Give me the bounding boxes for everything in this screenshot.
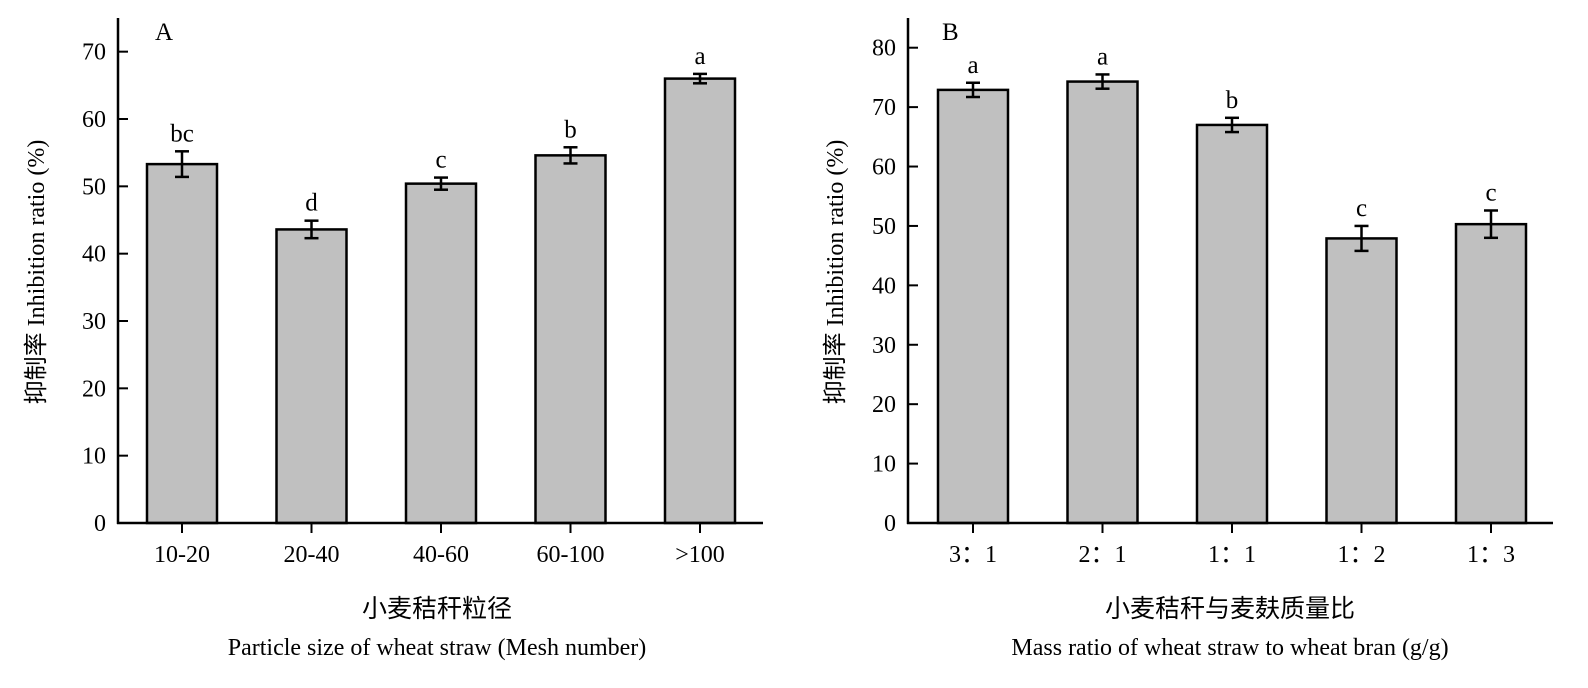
panel-b-significance-label: c: [1356, 195, 1367, 222]
panel-b-significance-labels: a a b c c: [967, 43, 1496, 222]
panel-b-chart: B a a b c c 0 10 20 30 40 50 60 70 80 3：1 2：1 1：1 1：2 1：…: [822, 18, 1553, 661]
panel-a-bar: [275, 228, 348, 525]
panel-b-bars: [936, 80, 1528, 525]
panel-a-x-axis-label-en: Particle size of wheat straw (Mesh numbe…: [228, 635, 647, 661]
panel-b-significance-label: a: [967, 52, 978, 79]
panel-a-significance-labels: bc d c b a: [170, 43, 705, 217]
panel-a-y-tick-label: 30: [82, 309, 106, 335]
panel-a-error-bar: [175, 150, 189, 179]
panel-a-y-tick-label: 60: [82, 107, 106, 133]
panel-b-bar: [936, 88, 1010, 525]
panel-b-error-bar: [1484, 209, 1498, 240]
panel-b-error-bars: [966, 73, 1498, 253]
panel-b-x-tick-label: 2：1: [1079, 542, 1127, 568]
panel-b-bar: [1325, 237, 1398, 525]
panel-a-significance-label: d: [305, 190, 318, 217]
panel-b-y-tick-label: 30: [872, 333, 896, 359]
panel-a-x-tick-label: 60-100: [537, 542, 605, 568]
panel-a-bars: [145, 77, 737, 525]
panel-a-x-tick-label: 40-60: [413, 542, 469, 568]
panel-b-x-tick-label: 1：1: [1208, 542, 1256, 568]
panel-a-significance-label: c: [435, 147, 446, 174]
panel-a-y-tick-label: 10: [82, 444, 106, 470]
panel-a-y-tick-label: 20: [82, 376, 106, 402]
panel-a-x-tick-label: 20-40: [284, 542, 340, 568]
panel-a-error-bar: [693, 72, 707, 85]
panel-a-y-axis-label: 抑制率 Inhibition ratio (%): [23, 140, 50, 405]
panel-a-error-bars: [175, 72, 707, 240]
panel-b-y-axis-label: 抑制率 Inhibition ratio (%): [822, 140, 849, 405]
panel-a-bar: [404, 182, 478, 525]
panel-a-bar: [534, 154, 607, 525]
panel-a-significance-label: a: [694, 43, 705, 70]
panel-b-x-ticks: 3：1 2：1 1：1 1：2 1：3: [949, 523, 1515, 568]
panel-a-label: A: [155, 19, 173, 46]
panel-a-x-tick-label: >100: [675, 542, 725, 568]
panel-b-y-tick-label: 50: [872, 214, 896, 240]
panel-a-y-tick-label: 50: [82, 174, 106, 200]
panel-b-x-axis-label-cn: 小麦秸秆与麦麸质量比: [1105, 595, 1355, 623]
panel-a-y-tick-label: 40: [82, 242, 106, 268]
panel-b-x-tick-label: 1：3: [1467, 542, 1515, 568]
panel-a-y-ticks: 0 10 20 30 40 50 60 70: [82, 40, 128, 537]
panel-a-significance-label: bc: [170, 120, 194, 147]
panel-a-error-bar: [434, 176, 448, 191]
panel-a-y-tick-label: 0: [94, 511, 106, 537]
panel-b-y-tick-label: 80: [872, 36, 896, 62]
panel-a-error-bar: [563, 146, 578, 165]
panel-b-error-bar: [1095, 73, 1110, 90]
panel-b-y-tick-label: 60: [872, 155, 896, 181]
panel-b-error-bar: [966, 81, 980, 99]
panel-b-y-tick-label: 40: [872, 273, 896, 299]
panel-a-x-ticks: 10-20 20-40 40-60 60-100 >100: [154, 523, 725, 568]
panel-b-error-bar: [1354, 224, 1369, 253]
panel-b-error-bar: [1225, 116, 1239, 134]
panel-a-x-axis-label-cn: 小麦秸秆粒径: [362, 595, 512, 623]
panel-b-x-axis-label-en: Mass ratio of wheat straw to wheat bran …: [1011, 635, 1448, 661]
panel-b-bar: [1454, 222, 1528, 525]
panel-a-error-bar: [304, 219, 319, 240]
panel-a-bar: [663, 77, 737, 525]
panel-b-y-tick-label: 0: [884, 511, 896, 537]
panel-a-bar: [145, 162, 219, 525]
panel-b-significance-label: b: [1226, 87, 1239, 114]
panel-b-bar: [1066, 80, 1139, 525]
panel-b-y-tick-label: 70: [872, 95, 896, 121]
panel-a-y-tick-label: 70: [82, 40, 106, 66]
panel-a-x-tick-label: 10-20: [154, 542, 210, 568]
panel-b-significance-label: a: [1097, 43, 1108, 70]
panel-a-significance-label: b: [564, 116, 577, 143]
panel-b-significance-label: c: [1485, 179, 1496, 206]
panel-b-y-tick-label: 10: [872, 452, 896, 478]
panel-b-y-tick-label: 20: [872, 392, 896, 418]
panel-b-x-tick-label: 3：1: [949, 542, 997, 568]
panel-b-bar: [1195, 123, 1269, 525]
panel-b-label: B: [942, 19, 959, 46]
panel-a-chart: A bc d c b a 0 10 20 30 40 50 60 70 10-20 20-40 40-60…: [23, 18, 763, 661]
panel-b-y-ticks: 0 10 20 30 40 50 60 70 80: [872, 36, 918, 537]
panel-b-x-tick-label: 1：2: [1338, 542, 1386, 568]
